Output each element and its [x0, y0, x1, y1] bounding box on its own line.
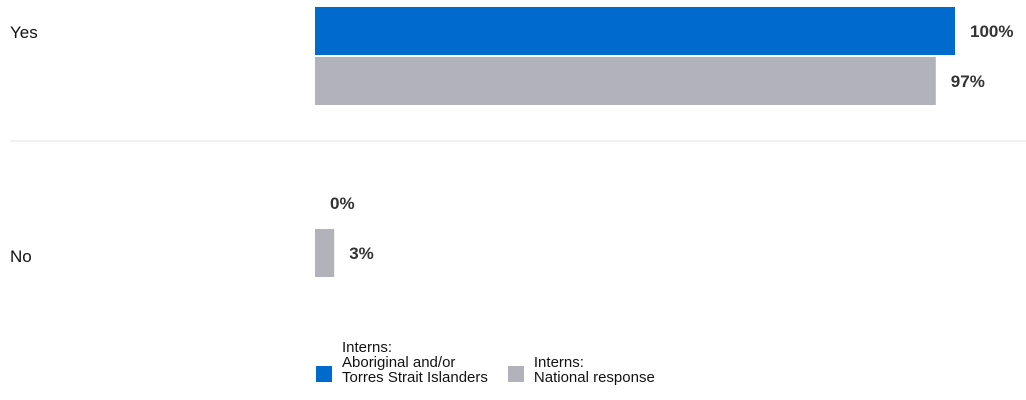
legend-item-aboriginal: Interns: Aboriginal and/or Torres Strait… — [316, 340, 488, 385]
category-label-yes: Yes — [10, 23, 38, 42]
legend-line: National response — [533, 369, 655, 386]
legend: Interns: Aboriginal and/or Torres Strait… — [316, 340, 655, 385]
legend-line: Interns: — [342, 339, 393, 356]
legend-text-national: Interns: National response — [534, 355, 655, 385]
value-label-yes-series-0: 100% — [970, 22, 1013, 41]
bar-yes-series-1 — [315, 57, 936, 105]
category-label-no: No — [10, 247, 32, 266]
legend-line: Interns: — [533, 354, 584, 371]
legend-item-national: Interns: National response — [507, 355, 655, 385]
bar-yes-series-0 — [315, 7, 955, 55]
legend-swatch-national — [507, 366, 524, 382]
legend-swatch-aboriginal — [316, 366, 332, 382]
bar-no-series-1 — [315, 229, 335, 277]
value-label-yes-series-1: 97% — [951, 72, 985, 91]
legend-line: Torres Strait Islanders — [342, 369, 488, 386]
value-label-no-series-0: 0% — [330, 194, 355, 213]
value-label-no-series-1: 3% — [349, 244, 374, 263]
legend-text-aboriginal: Interns: Aboriginal and/or Torres Strait… — [342, 340, 488, 385]
legend-line: Aboriginal and/or — [342, 354, 456, 371]
